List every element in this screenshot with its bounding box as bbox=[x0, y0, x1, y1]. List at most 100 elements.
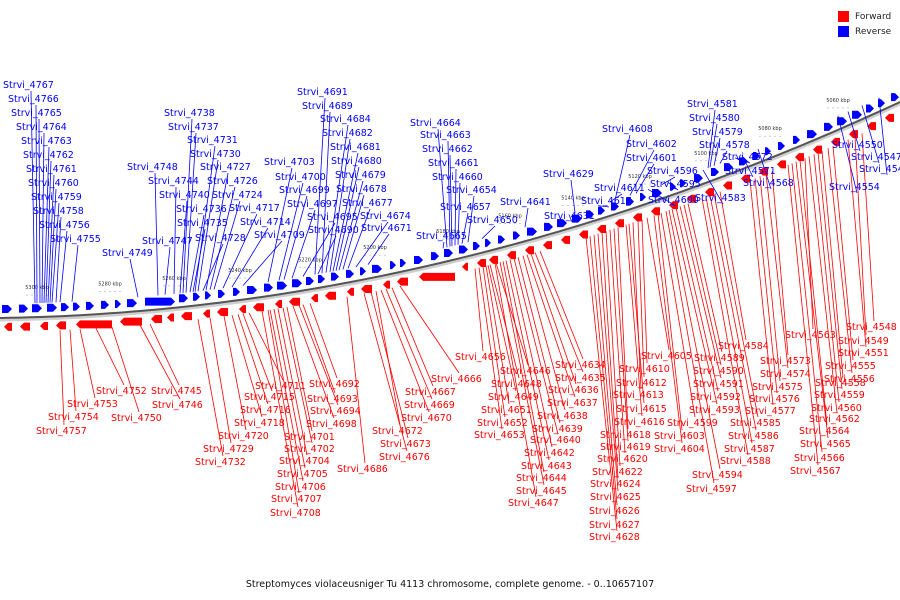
scale-dot bbox=[779, 135, 781, 137]
reverse-gene-arrow bbox=[652, 188, 662, 197]
forward-gene-arrow bbox=[4, 322, 12, 331]
reverse-gene-label: Strvi_4765 bbox=[11, 108, 62, 119]
scale-dot bbox=[509, 222, 511, 224]
forward-leader-line bbox=[346, 296, 366, 464]
forward-leader-line bbox=[489, 264, 520, 379]
reverse-gene-arrow bbox=[586, 210, 594, 219]
scale-dot bbox=[514, 222, 516, 224]
reverse-gene-label: Strvi_4736 bbox=[176, 204, 227, 215]
reverse-gene-arrow bbox=[778, 142, 785, 151]
scale-label: 5160 kbp bbox=[498, 213, 522, 219]
forward-leader-line bbox=[759, 176, 781, 382]
forward-leader-line bbox=[286, 307, 313, 432]
forward-gene-label: Strvi_4577 bbox=[745, 406, 796, 417]
forward-leader-line bbox=[149, 323, 180, 386]
forward-gene-label: Strvi_4556 bbox=[824, 374, 875, 385]
reverse-leader-line bbox=[231, 227, 269, 288]
forward-gene-arrow bbox=[885, 113, 894, 122]
forward-leader-line bbox=[637, 220, 645, 378]
reverse-gene-label: Strvi_4735 bbox=[177, 218, 228, 229]
reverse-gene-label: Strvi_4671 bbox=[361, 223, 412, 234]
reverse-gene-label: Strvi_4762 bbox=[23, 150, 74, 161]
forward-leader-line bbox=[509, 259, 553, 448]
forward-leader-line bbox=[495, 262, 529, 366]
legend-forward: Forward bbox=[838, 9, 891, 24]
reverse-leader-line bbox=[49, 188, 57, 303]
forward-gene-arrow bbox=[253, 303, 264, 312]
forward-leader-line bbox=[277, 308, 308, 456]
reverse-leader-line bbox=[197, 159, 219, 292]
forward-leader-line bbox=[499, 261, 545, 486]
reverse-gene-label: Strvi_4703 bbox=[264, 157, 315, 168]
reverse-gene-arrow bbox=[306, 277, 314, 286]
forward-gene-arrow bbox=[489, 255, 498, 264]
forward-gene-arrow bbox=[217, 307, 228, 316]
forward-leader-line bbox=[209, 317, 232, 444]
forward-gene-arrow bbox=[383, 280, 390, 289]
scale-dot bbox=[519, 222, 521, 224]
reverse-gene-arrow bbox=[459, 245, 468, 254]
forward-leader-line bbox=[197, 319, 224, 457]
reverse-gene-label: Strvi_4764 bbox=[16, 122, 67, 133]
forward-gene-label: Strvi_4642 bbox=[524, 448, 575, 459]
reverse-gene-label: Strvi_4763 bbox=[21, 136, 72, 147]
forward-gene-arrow bbox=[325, 291, 336, 300]
reverse-gene-arrow bbox=[292, 279, 302, 288]
reverse-gene-arrow bbox=[101, 300, 109, 309]
reverse-leader-line bbox=[45, 160, 52, 303]
reverse-leader-line bbox=[342, 194, 365, 270]
forward-gene-arrow bbox=[831, 137, 840, 146]
forward-gene-label: Strvi_4639 bbox=[532, 424, 583, 435]
forward-gene-label: Strvi_4558 bbox=[815, 378, 866, 389]
reverse-gene-label: Strvi_4654 bbox=[446, 185, 497, 196]
forward-leader-line bbox=[242, 313, 273, 392]
forward-gene-labels: Strvi_4757 Strvi_4754 Strvi_4753 Strvi_4752… bbox=[36, 322, 897, 543]
forward-gene-arrow bbox=[507, 251, 516, 260]
backbone-path bbox=[0, 101, 900, 319]
forward-leader-line bbox=[808, 156, 838, 414]
forward-gene-label: Strvi_4716 bbox=[240, 405, 291, 416]
forward-gene-label: Strvi_4636 bbox=[548, 385, 599, 396]
reverse-gene-label: Strvi_4714 bbox=[240, 217, 291, 228]
backbone-line bbox=[0, 101, 900, 319]
scale-label: 5280 kbp bbox=[98, 281, 122, 287]
reverse-gene-label: Strvi_4663 bbox=[420, 130, 471, 141]
scale-dot bbox=[437, 238, 439, 240]
reverse-gene-label: Strvi_4595 bbox=[650, 179, 701, 190]
reverse-leader-line bbox=[614, 134, 631, 201]
scale-label: 5220 kbp bbox=[298, 257, 322, 263]
forward-leader-line bbox=[111, 327, 140, 413]
reverse-leader-line bbox=[524, 207, 529, 228]
forward-leader-line bbox=[95, 328, 125, 386]
forward-leader-line bbox=[653, 215, 683, 444]
legend-reverse: Reverse bbox=[838, 24, 891, 39]
forward-leader-line bbox=[474, 268, 484, 352]
reverse-gene-arrow bbox=[400, 259, 406, 267]
forward-leader-line bbox=[375, 290, 401, 426]
reverse-leader-line bbox=[173, 186, 177, 294]
scale-dot bbox=[26, 294, 28, 296]
reverse-leader-line bbox=[597, 205, 610, 208]
scale-dot bbox=[452, 238, 454, 240]
forward-gene-arrow bbox=[76, 320, 112, 329]
reverse-leader-line bbox=[837, 115, 858, 194]
reverse-gene-label: Strvi_4697 bbox=[287, 199, 338, 210]
reverse-gene-label: Strvi_4608 bbox=[602, 124, 653, 135]
reverse-leader-line bbox=[347, 208, 371, 269]
forward-gene-label: Strvi_4575 bbox=[752, 382, 803, 393]
forward-gene-label: Strvi_4555 bbox=[825, 361, 876, 372]
scale-dot bbox=[168, 285, 170, 287]
forward-gene-label: Strvi_4559 bbox=[814, 390, 865, 401]
reverse-leader-line bbox=[629, 149, 655, 196]
scale-dot bbox=[46, 294, 48, 296]
forward-gene-arrow bbox=[795, 153, 804, 162]
reverse-gene-label: Strvi_4731 bbox=[187, 135, 238, 146]
forward-gene-label: Strvi_4616 bbox=[614, 417, 665, 428]
reverse-gene-label: Strvi_4679 bbox=[335, 170, 386, 181]
scale-dot bbox=[837, 107, 839, 109]
reverse-gene-label: Strvi_4650 bbox=[467, 215, 518, 226]
map-caption: Streptomyces violaceusniger Tu 4113 chro… bbox=[245, 579, 655, 590]
reverse-gene-label: Strvi_4717 bbox=[229, 203, 280, 214]
scale-dot bbox=[379, 254, 381, 256]
forward-gene-label: Strvi_4562 bbox=[809, 414, 860, 425]
